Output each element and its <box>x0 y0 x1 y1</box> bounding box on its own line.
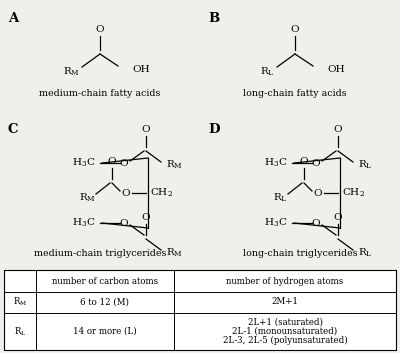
Text: R$_\mathregular{M}$: R$_\mathregular{M}$ <box>166 247 183 259</box>
Text: R$_\mathregular{M}$: R$_\mathregular{M}$ <box>80 192 96 204</box>
Text: medium-chain fatty acids: medium-chain fatty acids <box>39 89 161 97</box>
Text: R$_\mathregular{L}$: R$_\mathregular{L}$ <box>260 66 274 78</box>
Text: O: O <box>312 219 320 227</box>
Text: A: A <box>8 12 18 25</box>
Text: R$_\mathregular{L}$: R$_\mathregular{L}$ <box>358 247 373 259</box>
Text: O: O <box>120 219 128 227</box>
Text: R$_\mathregular{M}$: R$_\mathregular{M}$ <box>64 66 80 78</box>
Text: CH$_\mathregular{2}$: CH$_\mathregular{2}$ <box>150 187 173 199</box>
Text: medium-chain triglycerides: medium-chain triglycerides <box>34 249 166 257</box>
Text: long-chain triglycerides: long-chain triglycerides <box>243 249 357 257</box>
Text: D: D <box>208 123 220 136</box>
Text: long-chain fatty acids: long-chain fatty acids <box>243 89 347 97</box>
Text: O: O <box>120 158 128 168</box>
Bar <box>4 270 396 350</box>
Text: OH: OH <box>132 66 150 74</box>
Text: C: C <box>8 123 18 136</box>
Text: O: O <box>142 125 150 134</box>
Text: 6 to 12 (M): 6 to 12 (M) <box>80 298 130 306</box>
Text: O: O <box>291 25 299 34</box>
Text: H$_\mathregular{3}$C: H$_\mathregular{3}$C <box>72 157 95 169</box>
Text: H$_\mathregular{3}$C: H$_\mathregular{3}$C <box>72 217 95 229</box>
Text: 2L-3, 2L-5 (polyunsaturated): 2L-3, 2L-5 (polyunsaturated) <box>223 336 347 345</box>
Text: number of carbon atoms: number of carbon atoms <box>52 276 158 286</box>
Text: R$_\mathregular{L}$: R$_\mathregular{L}$ <box>14 325 26 338</box>
Text: number of hydrogen atoms: number of hydrogen atoms <box>226 276 344 286</box>
Text: CH$_\mathregular{2}$: CH$_\mathregular{2}$ <box>342 187 365 199</box>
Text: 2M+1: 2M+1 <box>272 298 298 306</box>
Text: R$_\mathregular{M}$: R$_\mathregular{M}$ <box>13 296 27 308</box>
Text: R$_\mathregular{L}$: R$_\mathregular{L}$ <box>358 158 373 172</box>
Text: 2L+1 (saturated): 2L+1 (saturated) <box>248 318 322 327</box>
Text: H$_\mathregular{3}$C: H$_\mathregular{3}$C <box>264 157 287 169</box>
Text: H$_\mathregular{3}$C: H$_\mathregular{3}$C <box>264 217 287 229</box>
Text: O: O <box>334 125 342 134</box>
Text: OH: OH <box>327 66 345 74</box>
Text: O: O <box>96 25 104 34</box>
Text: B: B <box>208 12 219 25</box>
Text: O: O <box>142 213 150 222</box>
Text: O: O <box>312 158 320 168</box>
Text: O: O <box>314 189 322 197</box>
Text: O: O <box>300 157 308 166</box>
Text: R$_\mathregular{L}$: R$_\mathregular{L}$ <box>273 192 287 204</box>
Text: 2L-1 (monounsaturated): 2L-1 (monounsaturated) <box>232 327 338 336</box>
Text: 14 or more (L): 14 or more (L) <box>73 327 137 336</box>
Text: O: O <box>122 189 130 197</box>
Text: R$_\mathregular{M}$: R$_\mathregular{M}$ <box>166 158 183 172</box>
Text: O: O <box>334 213 342 222</box>
Text: O: O <box>108 157 116 166</box>
